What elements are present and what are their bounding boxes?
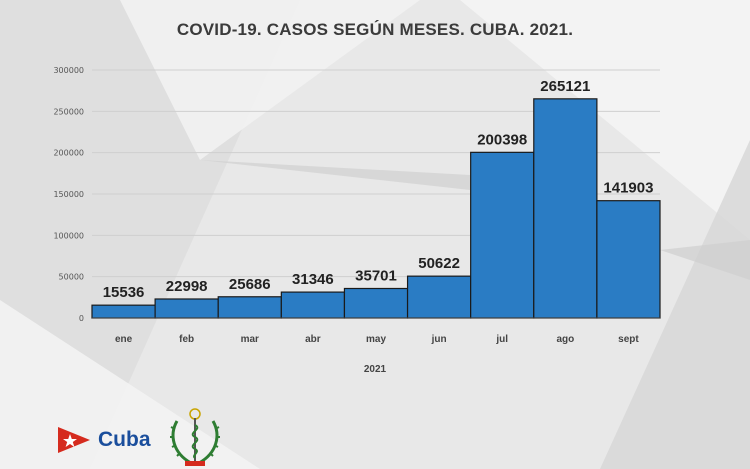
- data-label-sept: 141903: [603, 180, 653, 197]
- x-axis: ene feb mar abr may jun jul ago sept: [92, 317, 660, 345]
- bar-ene: [91, 304, 156, 319]
- y-tick-label: 300000: [53, 66, 84, 75]
- y-tick-label: 250000: [53, 107, 84, 116]
- x-tick-label-ago: ago: [556, 334, 574, 345]
- data-labels: 15536 22998 25686 31346 35701 50622 200398 2651…: [103, 78, 654, 301]
- bar-jul: [470, 151, 535, 319]
- y-axis: 0 50000 100000 150000 200000 250000 300000: [53, 66, 84, 323]
- y-tick-label: 50000: [59, 273, 84, 282]
- data-label-jun: 50622: [418, 255, 460, 272]
- y-tick-label: 200000: [53, 149, 84, 158]
- data-label-mar: 25686: [229, 276, 271, 293]
- x-tick-label-may: may: [366, 334, 386, 345]
- bar-feb: [154, 298, 219, 319]
- data-label-may: 35701: [355, 267, 397, 284]
- y-tick-label: 0: [79, 314, 84, 323]
- minsap-emblem-icon: [170, 408, 220, 466]
- cuba-flag-icon: [58, 427, 90, 453]
- data-label-ene: 15536: [103, 284, 145, 301]
- bar-mar: [217, 296, 282, 319]
- bar-abr: [280, 291, 346, 319]
- data-label-feb: 22998: [166, 278, 208, 295]
- y-tick-label: 150000: [53, 190, 84, 199]
- data-label-abr: 31346: [292, 271, 334, 288]
- bar-may: [343, 287, 409, 319]
- x-tick-label-ene: ene: [115, 334, 133, 345]
- bar-ago: [533, 98, 598, 319]
- chart-title: COVID-19. CASOS SEGÚN MESES. CUBA. 2021.: [176, 20, 574, 39]
- x-tick-label-sept: sept: [618, 334, 639, 345]
- x-tick-label-jun: jun: [431, 334, 447, 345]
- x-tick-label-jul: jul: [495, 334, 508, 345]
- data-label-ago: 265121: [540, 78, 590, 95]
- bar-jun: [406, 275, 472, 319]
- data-label-jul: 200398: [477, 131, 527, 148]
- cuba-logo-text: Cuba: [98, 428, 151, 451]
- bars: [91, 98, 661, 319]
- y-tick-label: 100000: [53, 231, 84, 240]
- cuba-logo: Cuba: [56, 420, 151, 460]
- bar-sept: [596, 200, 661, 319]
- x-tick-label-feb: feb: [179, 334, 194, 345]
- x-tick-label-abr: abr: [305, 334, 321, 345]
- x-tick-label-mar: mar: [241, 334, 259, 345]
- x-axis-title: 2021: [364, 364, 387, 375]
